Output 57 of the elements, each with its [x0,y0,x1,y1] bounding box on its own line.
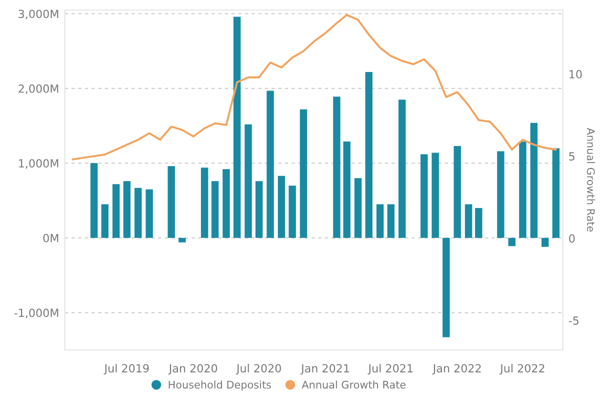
x-tick-label: Jul 2020 [236,364,281,375]
bar [354,178,362,238]
bar [255,181,263,238]
bar [90,163,98,238]
bar [222,169,230,238]
y-tick-label: 0M [43,234,58,242]
bar [464,204,472,238]
bar [112,184,120,238]
bar [552,148,560,238]
x-tick-label: Jul 2019 [104,364,149,375]
bar [475,208,482,238]
bar [333,96,340,238]
bar [365,72,372,238]
y2-tick-label: 0 [569,234,575,243]
bar [168,166,175,238]
y-tick-label: -1,000M [14,308,58,318]
bar [101,204,108,238]
bar [420,154,428,238]
bar [266,90,274,238]
y2-tick-label: 10 [570,70,582,78]
bar [244,124,252,238]
line-series [72,14,557,160]
bar [497,151,504,238]
x-tick-label: Jan 2020 [168,364,218,375]
bar [432,152,439,238]
bar [387,204,395,238]
bar [288,186,296,238]
bar [123,181,131,238]
bar [343,142,350,238]
bar [442,238,450,338]
bar [530,122,538,238]
bar [200,168,208,238]
y2-tick-label: -5 [568,316,578,325]
x-tick-label: Jan 2021 [300,364,349,375]
y2-tick-label: 5 [569,152,574,161]
x-tick-label: Jan 2022 [432,364,481,375]
y-tick-label: 3,000M [18,10,58,20]
bar [146,189,153,238]
x-tick-label: Jul 2021 [368,364,412,375]
y-tick-label: 1,000M [19,159,58,169]
bar [541,238,549,247]
bar [454,146,461,238]
y2-axis-title: Annual Growth Rate [586,128,595,232]
x-tick-label: Jul 2022 [500,364,544,375]
bar [398,100,406,238]
y-tick-label: 2,000M [18,84,58,94]
bar [376,204,384,238]
bar [233,16,241,238]
bar [211,181,219,238]
bar [508,238,516,246]
bar [278,176,286,238]
bar [300,109,308,238]
bar [178,238,186,242]
legend-label: Household Deposits [168,380,271,391]
bar [134,188,142,238]
legend-label: Annual Growth Rate [302,380,406,389]
bar [519,142,526,238]
